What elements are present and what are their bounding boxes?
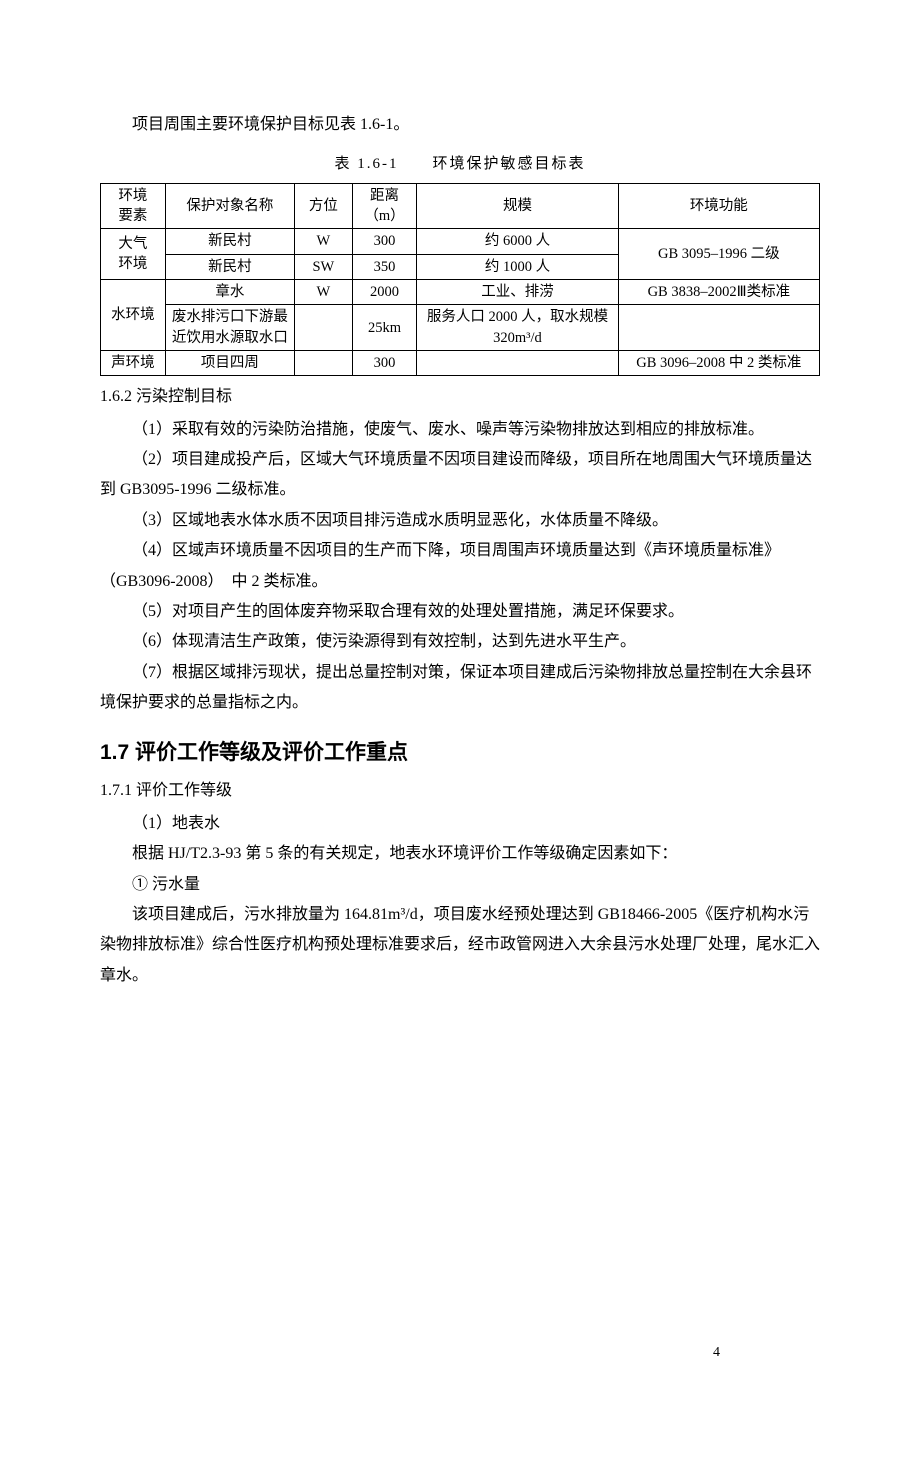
cell-dir	[295, 305, 353, 351]
cell-dist: 25km	[352, 305, 417, 351]
para: （6）体现清洁生产政策，使污染源得到有效控制，达到先进水平生产。	[100, 627, 820, 657]
cell-obj: 项目四周	[165, 350, 294, 375]
cell-dist: 350	[352, 254, 417, 279]
col-scale: 规模	[417, 183, 618, 229]
col-dist: 距离 （m）	[352, 183, 417, 229]
col-func: 环境功能	[618, 183, 819, 229]
table-row: 废水排污口下游最近饮用水源取水口 25km 服务人口 2000 人，取水规模 3…	[101, 305, 820, 351]
cell-scale: 约 1000 人	[417, 254, 618, 279]
cell-dir: SW	[295, 254, 353, 279]
table-row: 大气 环境 新民村 W 300 约 6000 人 GB 3095–1996 二级	[101, 229, 820, 254]
cell-dir	[295, 350, 353, 375]
env-target-table: 环境 要素 保护对象名称 方位 距离 （m） 规模 环境功能 大气 环境 新民村…	[100, 183, 820, 376]
para: 该项目建成后，污水排放量为 164.81m³/d，项目废水经预处理达到 GB18…	[100, 900, 820, 991]
heading-171: 1.7.1 评价工作等级	[100, 776, 820, 806]
para: 根据 HJ/T2.3-93 第 5 条的有关规定，地表水环境评价工作等级确定因素…	[100, 839, 820, 869]
cell-scale: 服务人口 2000 人，取水规模 320m³/d	[417, 305, 618, 351]
para: （4）区域声环境质量不因项目的生产而下降，项目周围声环境质量达到《声环境质量标准…	[100, 536, 820, 597]
para: （1）地表水	[100, 809, 820, 839]
table-caption: 表 1.6-1 环境保护敏感目标表	[100, 150, 820, 179]
cell-scale: 约 6000 人	[417, 229, 618, 254]
para: （5）对项目产生的固体废弃物采取合理有效的处理处置措施，满足环保要求。	[100, 597, 820, 627]
intro-text: 项目周围主要环境保护目标见表 1.6-1。	[100, 110, 820, 140]
cell-env: 大气 环境	[101, 229, 166, 280]
cell-obj: 新民村	[165, 229, 294, 254]
cell-obj: 章水	[165, 280, 294, 305]
cell-obj: 新民村	[165, 254, 294, 279]
col-env: 环境 要素	[101, 183, 166, 229]
para: （2）项目建成投产后，区域大气环境质量不因项目建设而降级，项目所在地周围大气环境…	[100, 445, 820, 506]
table-row: 声环境 项目四周 300 GB 3096–2008 中 2 类标准	[101, 350, 820, 375]
cell-func	[618, 305, 819, 351]
para: （7）根据区域排污现状，提出总量控制对策，保证本项目建成后污染物排放总量控制在大…	[100, 658, 820, 719]
col-dir: 方位	[295, 183, 353, 229]
cell-scale	[417, 350, 618, 375]
cell-env: 声环境	[101, 350, 166, 375]
para: ① 污水量	[100, 870, 820, 900]
cell-func: GB 3095–1996 二级	[618, 229, 819, 280]
cell-dist: 2000	[352, 280, 417, 305]
cell-dist: 300	[352, 229, 417, 254]
cell-obj: 废水排污口下游最近饮用水源取水口	[165, 305, 294, 351]
heading-17: 1.7 评价工作等级及评价工作重点	[100, 733, 820, 773]
para: （1）采取有效的污染防治措施，使废气、废水、噪声等污染物排放达到相应的排放标准。	[100, 415, 820, 445]
page-number: 4	[713, 1340, 720, 1367]
cell-func: GB 3096–2008 中 2 类标准	[618, 350, 819, 375]
table-header-row: 环境 要素 保护对象名称 方位 距离 （m） 规模 环境功能	[101, 183, 820, 229]
table-row: 水环境 章水 W 2000 工业、排涝 GB 3838–2002Ⅲ类标准	[101, 280, 820, 305]
cell-dir: W	[295, 280, 353, 305]
cell-env: 水环境	[101, 280, 166, 351]
cell-dir: W	[295, 229, 353, 254]
col-obj: 保护对象名称	[165, 183, 294, 229]
cell-scale: 工业、排涝	[417, 280, 618, 305]
para: （3）区域地表水体水质不因项目排污造成水质明显恶化，水体质量不降级。	[100, 506, 820, 536]
heading-162: 1.6.2 污染控制目标	[100, 382, 820, 412]
cell-dist: 300	[352, 350, 417, 375]
cell-func: GB 3838–2002Ⅲ类标准	[618, 280, 819, 305]
